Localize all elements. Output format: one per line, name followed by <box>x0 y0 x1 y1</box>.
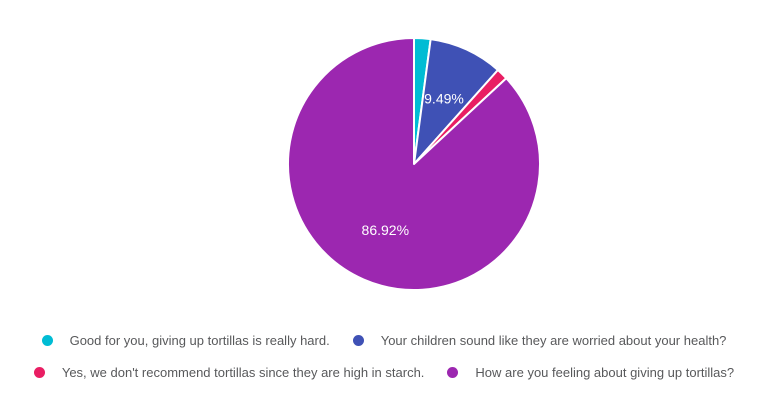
pie-slice[interactable] <box>413 38 499 165</box>
legend-item[interactable]: Your children sound like they are worrie… <box>352 331 727 350</box>
legend-item-label: Your children sound like they are worrie… <box>380 333 727 348</box>
legend-color-dot-icon <box>447 367 459 378</box>
pie-slice[interactable] <box>287 37 541 291</box>
legend-row: Yes, we don't recommend tortillas since … <box>33 363 734 382</box>
legend-color-dot-icon <box>352 335 364 346</box>
pie-slice-label: 9.49% <box>424 91 464 107</box>
legend-color-dot-icon <box>41 335 53 346</box>
legend-item-label: How are you feeling about giving up tort… <box>475 365 735 380</box>
pie-slice-label: 86.92% <box>362 222 409 238</box>
legend-color-dot-icon <box>33 367 45 378</box>
legend-row: Good for you, giving up tortillas is rea… <box>41 331 727 350</box>
legend-item[interactable]: Good for you, giving up tortillas is rea… <box>41 331 330 350</box>
chart-legend: Good for you, giving up tortillas is rea… <box>0 331 768 382</box>
pie-chart: 9.49% 86.92% <box>287 37 541 291</box>
legend-item-label: Good for you, giving up tortillas is rea… <box>69 333 330 348</box>
legend-item[interactable]: How are you feeling about giving up tort… <box>447 363 734 382</box>
legend-item-label: Yes, we don't recommend tortillas since … <box>61 365 425 380</box>
legend-item[interactable]: Yes, we don't recommend tortillas since … <box>33 363 425 382</box>
pie-chart-svg: 9.49% 86.92% <box>287 37 541 291</box>
